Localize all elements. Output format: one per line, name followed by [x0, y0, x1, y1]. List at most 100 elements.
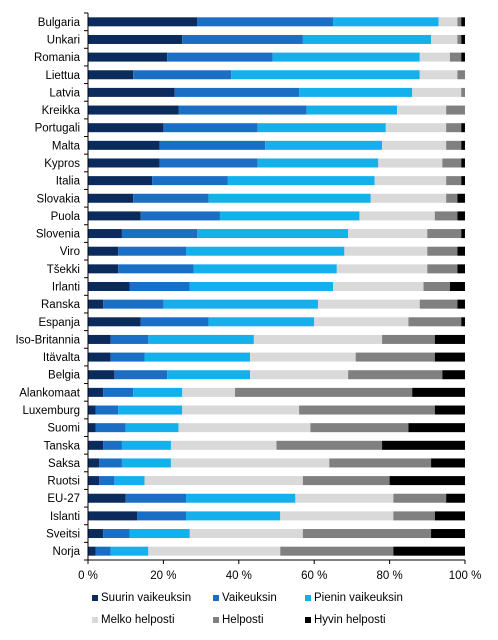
legend-swatch: [305, 617, 311, 623]
bar-segment: [457, 264, 465, 274]
bar-segment: [144, 476, 303, 486]
bar-segment: [163, 123, 258, 133]
bar-segment: [133, 70, 232, 80]
bar-segment: [348, 370, 443, 380]
bar-segment: [88, 423, 96, 433]
bar-segment: [88, 334, 111, 344]
legend-label: Pienin vaikeuksin: [314, 592, 403, 604]
bar-segment: [374, 176, 447, 186]
category-label: Irlanti: [52, 282, 80, 294]
plot-area: [88, 17, 465, 556]
bar-segment: [144, 352, 251, 362]
bar-segment: [88, 229, 122, 239]
category-label: Saksa: [48, 458, 81, 470]
bar-segment: [382, 334, 435, 344]
bar-segment: [329, 458, 432, 468]
legend-label: Hyvin helposti: [314, 614, 386, 626]
bar-segment: [446, 193, 458, 203]
bar-segment: [110, 334, 149, 344]
bar-segment: [88, 70, 134, 80]
bar-segment: [419, 299, 458, 309]
category-label: Luxemburg: [22, 405, 80, 417]
legend-swatch: [92, 595, 98, 601]
bar-segment: [88, 476, 100, 486]
bar-segment: [159, 158, 258, 168]
bar-segment: [88, 246, 119, 256]
bar-segment: [140, 317, 209, 327]
bar-segment: [442, 370, 465, 380]
bar-segment: [88, 352, 111, 362]
bar-segment: [88, 140, 160, 150]
bar-segment: [178, 105, 307, 115]
bar-segment: [427, 246, 458, 256]
category-label: Viro: [60, 246, 80, 258]
category-label: Norja: [53, 546, 81, 558]
bar-segment: [446, 140, 462, 150]
category-label: EU-27: [47, 493, 80, 505]
legend-swatch: [213, 595, 219, 601]
bar-segment: [186, 246, 345, 256]
bar-segment: [235, 387, 413, 397]
category-label: Unkari: [47, 34, 80, 46]
bar-segment: [231, 70, 420, 80]
bar-segment: [280, 546, 394, 556]
bar-segment: [382, 140, 447, 150]
bar-segment: [197, 17, 334, 27]
bar-segment: [159, 140, 266, 150]
bar-segment: [129, 529, 190, 539]
bar-segment: [461, 87, 465, 97]
bar-segment: [442, 158, 462, 168]
bar-segment: [434, 405, 465, 415]
legend-label: Melko helposti: [101, 614, 175, 626]
bar-segment: [88, 405, 96, 415]
bar-segment: [88, 193, 134, 203]
bar-segment: [95, 423, 126, 433]
x-tick-label: 20 %: [150, 570, 176, 582]
bar-segment: [182, 387, 236, 397]
bar-segment: [88, 546, 96, 556]
category-label: Liettua: [45, 70, 80, 82]
bar-segment: [419, 52, 450, 62]
bar-segment: [265, 140, 383, 150]
x-tick-label: 60 %: [301, 570, 327, 582]
bar-segment: [438, 17, 458, 27]
bar-segment: [110, 352, 145, 362]
bar-segment: [461, 17, 465, 27]
bar-segment: [182, 34, 303, 44]
bar-segment: [393, 546, 465, 556]
bar-segment: [355, 352, 435, 362]
bar-segment: [103, 440, 122, 450]
bar-segment: [333, 17, 439, 27]
bar-segment: [431, 458, 465, 468]
bar-segment: [461, 317, 465, 327]
bar-segment: [457, 193, 465, 203]
bar-segment: [333, 282, 424, 291]
bar-segment: [280, 511, 394, 521]
bar-segment: [208, 193, 371, 203]
category-label: Sveitsi: [46, 529, 80, 541]
bar-segment: [427, 264, 458, 274]
bar-segment: [431, 529, 465, 539]
bar-segment: [88, 123, 164, 133]
bar-segment: [412, 387, 465, 397]
bar-segment: [88, 176, 153, 186]
bar-segment: [197, 229, 349, 239]
bar-segment: [461, 140, 465, 150]
bar-segment: [125, 423, 179, 433]
bar-segment: [250, 370, 349, 380]
bar-segment: [446, 123, 462, 133]
category-label: Tanska: [44, 440, 81, 452]
category-label: Iso-Britannia: [15, 334, 80, 346]
bar-segment: [302, 34, 432, 44]
bar-segment: [174, 87, 300, 97]
bar-segment: [302, 476, 390, 486]
category-label: Suomi: [47, 423, 80, 435]
category-label: Kreikka: [42, 105, 81, 117]
bar-segment: [170, 458, 330, 468]
bar-segment: [302, 529, 432, 539]
bar-segment: [137, 511, 187, 521]
bar-segment: [88, 299, 104, 309]
x-tick-label: 80 %: [376, 570, 402, 582]
bar-segment: [167, 370, 251, 380]
